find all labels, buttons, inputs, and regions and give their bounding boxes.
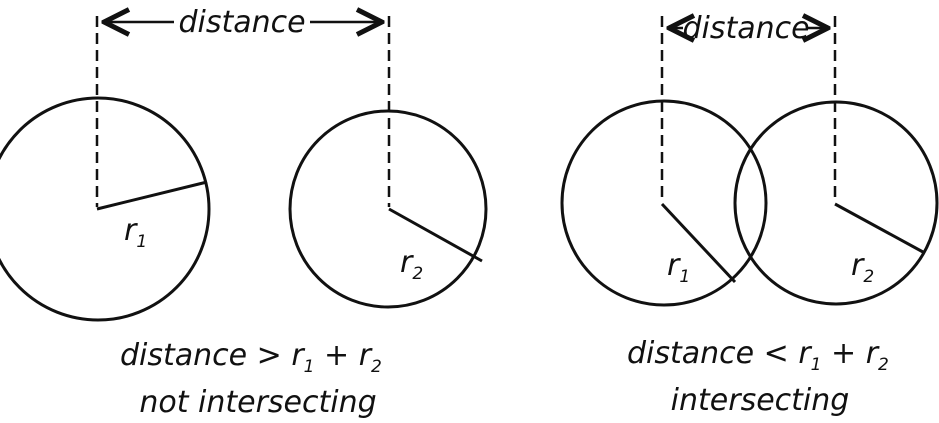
- right-caption-status: intersecting: [671, 383, 850, 418]
- right-panel: distance r1 r2 distance < r1 + r2 inters…: [560, 11, 939, 418]
- left-r2-label: r2: [400, 245, 423, 284]
- right-circle-1: [560, 99, 768, 307]
- right-radius-1: [660, 202, 737, 284]
- right-caption-formula: distance < r1 + r2: [627, 336, 889, 375]
- right-distance-label: distance: [682, 11, 809, 46]
- right-r1-label: r1: [667, 248, 690, 287]
- left-radius-2: [388, 207, 483, 263]
- left-circle-1: [0, 96, 211, 322]
- left-caption-status: not intersecting: [139, 385, 376, 420]
- left-radius-1: [96, 180, 208, 211]
- left-distance-label: distance: [178, 5, 305, 40]
- right-r2-label: r2: [851, 248, 874, 287]
- left-caption-formula: distance > r1 + r2: [120, 338, 382, 377]
- left-r1-label: r1: [124, 213, 147, 252]
- right-radius-2: [834, 202, 924, 254]
- left-panel: distance r1 r2 distance > r1 + r2 not in…: [0, 5, 488, 420]
